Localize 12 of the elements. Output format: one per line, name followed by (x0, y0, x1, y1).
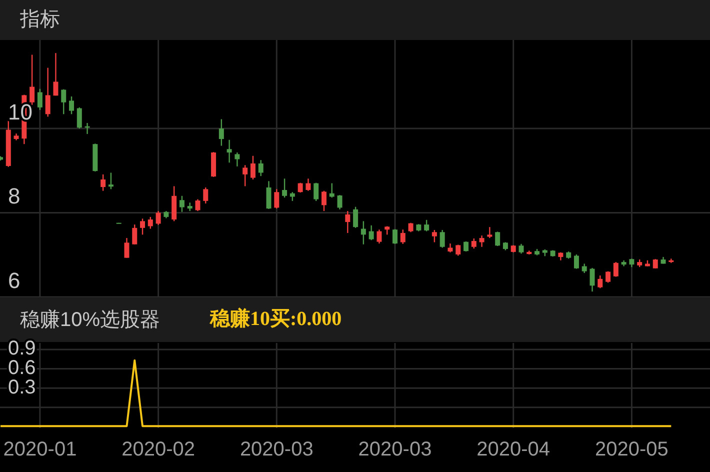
y-tick-label: 0.9 (8, 338, 36, 360)
x-tick-label: 2020-01 (3, 438, 77, 460)
chart-title: 指标 (19, 8, 60, 30)
text: 稳赚10买:0.000 (209, 307, 342, 330)
y-tick-label: 8 (8, 184, 20, 209)
x-tick-label: 2020-03 (358, 438, 432, 460)
x-tick-label: 2020-02 (122, 438, 196, 460)
x-tick-label: 2020-05 (594, 438, 668, 460)
chart-title: 稳赚10%选股器 (20, 308, 160, 331)
x-tick-label: 2020-04 (476, 438, 550, 460)
x-tick-label: 2020-03 (240, 438, 314, 460)
y-tick-label: 6 (8, 268, 20, 293)
